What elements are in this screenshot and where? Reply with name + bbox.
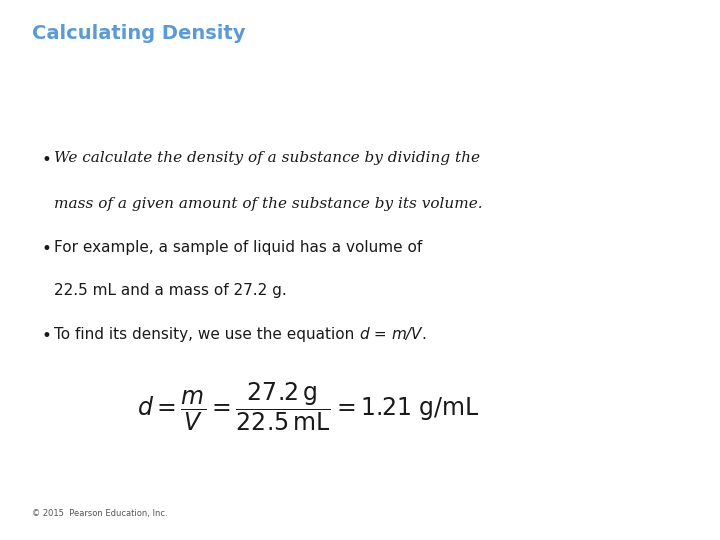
- Text: m/V: m/V: [391, 327, 422, 342]
- Text: d: d: [359, 327, 369, 342]
- Text: •: •: [41, 151, 51, 169]
- Text: •: •: [41, 327, 51, 345]
- Text: Calculating Density: Calculating Density: [32, 24, 246, 43]
- Text: 22.5 mL and a mass of 27.2 g.: 22.5 mL and a mass of 27.2 g.: [54, 284, 287, 299]
- Text: To find its density, we use the equation: To find its density, we use the equation: [54, 327, 359, 342]
- Text: .: .: [422, 327, 426, 342]
- Text: © 2015  Pearson Education, Inc.: © 2015 Pearson Education, Inc.: [32, 509, 168, 518]
- Text: For example, a sample of liquid has a volume of: For example, a sample of liquid has a vo…: [54, 240, 422, 255]
- Text: •: •: [41, 240, 51, 258]
- Text: =: =: [369, 327, 391, 342]
- Text: mass of a given amount of the substance by its volume.: mass of a given amount of the substance …: [54, 197, 482, 211]
- Text: $d = \dfrac{m}{V} = \dfrac{27.2\,\mathrm{g}}{22.5\,\mathrm{mL}} = 1.21\;\mathrm{: $d = \dfrac{m}{V} = \dfrac{27.2\,\mathrm…: [137, 381, 479, 433]
- Text: We calculate the density of a substance by dividing the: We calculate the density of a substance …: [54, 151, 480, 165]
